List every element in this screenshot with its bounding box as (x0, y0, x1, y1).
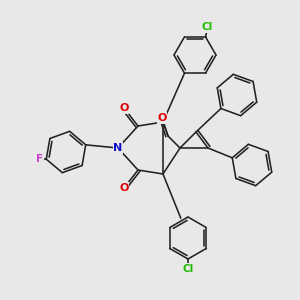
Text: Cl: Cl (202, 22, 213, 32)
Text: F: F (36, 154, 43, 164)
Text: N: N (113, 143, 123, 153)
Text: O: O (119, 103, 129, 113)
Text: O: O (119, 183, 129, 193)
Text: Cl: Cl (182, 264, 194, 274)
Text: O: O (157, 113, 167, 123)
